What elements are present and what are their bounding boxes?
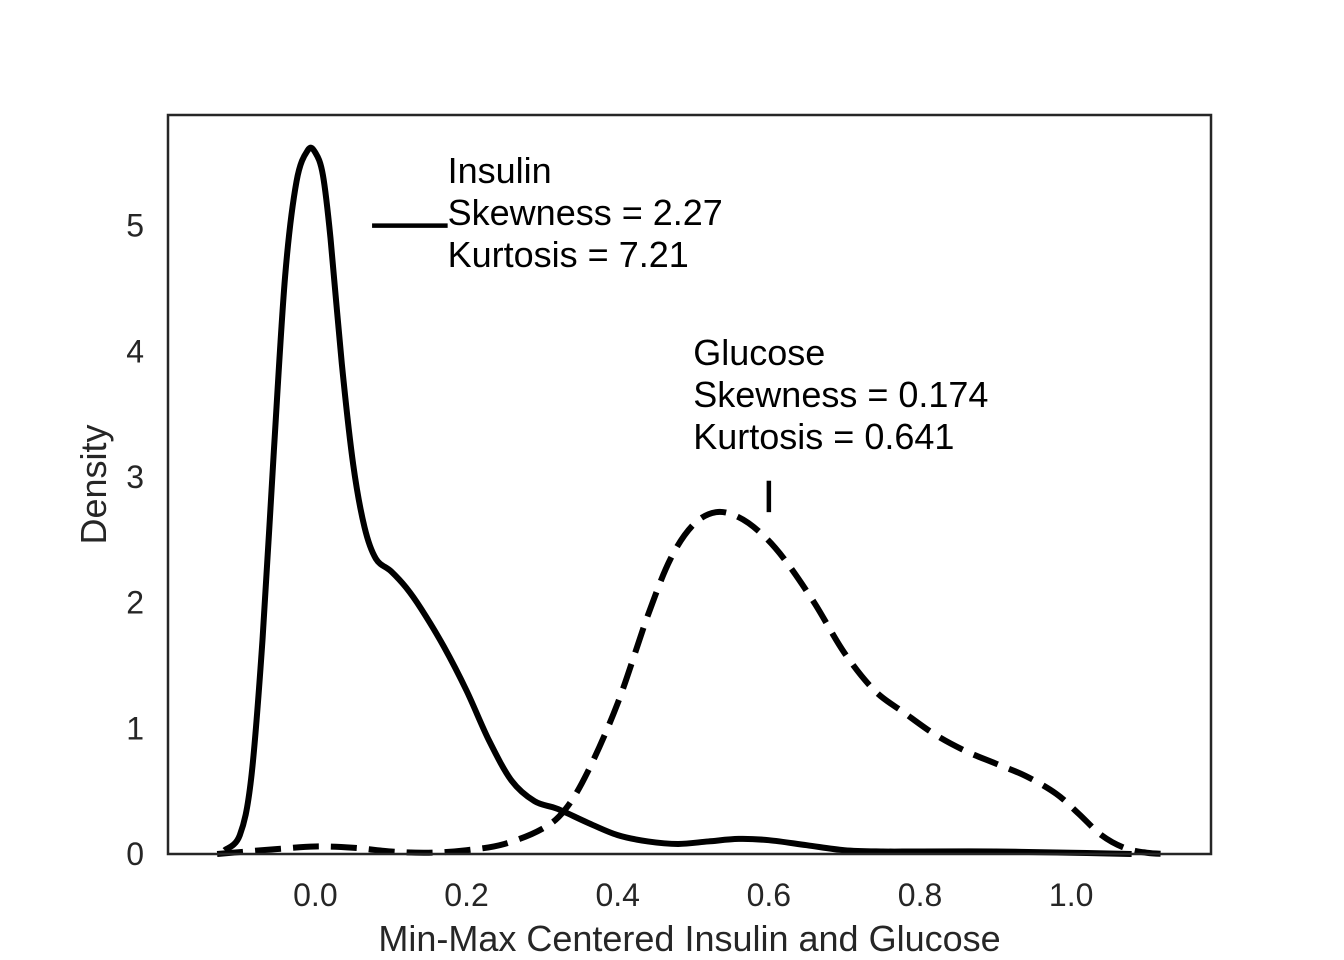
annotation-line: Skewness = 0.174 xyxy=(693,374,988,415)
x-tick-label: 0.6 xyxy=(747,877,791,913)
annotation-arrows xyxy=(372,223,772,513)
series-line-glucose xyxy=(216,508,1170,857)
y-tick-label: 1 xyxy=(126,710,144,746)
y-tick-label: 0 xyxy=(126,836,144,872)
annotation-text-insulin: Insulin Skewness = 2.27 Kurtosis = 7.21 xyxy=(448,150,723,275)
annotation-line: Kurtosis = 0.641 xyxy=(693,416,954,457)
x-tick-label: 0.8 xyxy=(898,877,942,913)
x-axis-label: Min-Max Centered Insulin and Glucose xyxy=(378,918,1000,959)
y-tick-label: 3 xyxy=(126,459,144,495)
annotation-line: Insulin xyxy=(448,150,552,191)
plot-lines xyxy=(216,144,1170,857)
annotation-line: Kurtosis = 7.21 xyxy=(448,234,689,275)
y-axis-ticks: 0 1 2 3 4 5 xyxy=(126,208,144,872)
x-axis-ticks: 0.0 0.2 0.4 0.6 0.8 1.0 xyxy=(293,877,1093,913)
x-tick-label: 0.2 xyxy=(444,877,488,913)
annotation-line: Glucose xyxy=(693,332,825,373)
annotation-text-glucose: Glucose Skewness = 0.174 Kurtosis = 0.641 xyxy=(693,332,988,457)
annotations: Insulin Skewness = 2.27 Kurtosis = 7.21 Glu… xyxy=(448,150,989,457)
y-tick-label: 4 xyxy=(126,333,144,369)
y-tick-label: 2 xyxy=(126,585,144,621)
y-axis-label: Density xyxy=(73,424,114,544)
x-tick-label: 0.4 xyxy=(595,877,639,913)
x-tick-label: 1.0 xyxy=(1049,877,1093,913)
plot-frame xyxy=(166,113,1213,856)
annotation-line: Skewness = 2.27 xyxy=(448,192,723,233)
series-line-insulin xyxy=(222,144,1132,857)
y-tick-label: 5 xyxy=(126,208,144,244)
x-tick-label: 0.0 xyxy=(293,877,337,913)
